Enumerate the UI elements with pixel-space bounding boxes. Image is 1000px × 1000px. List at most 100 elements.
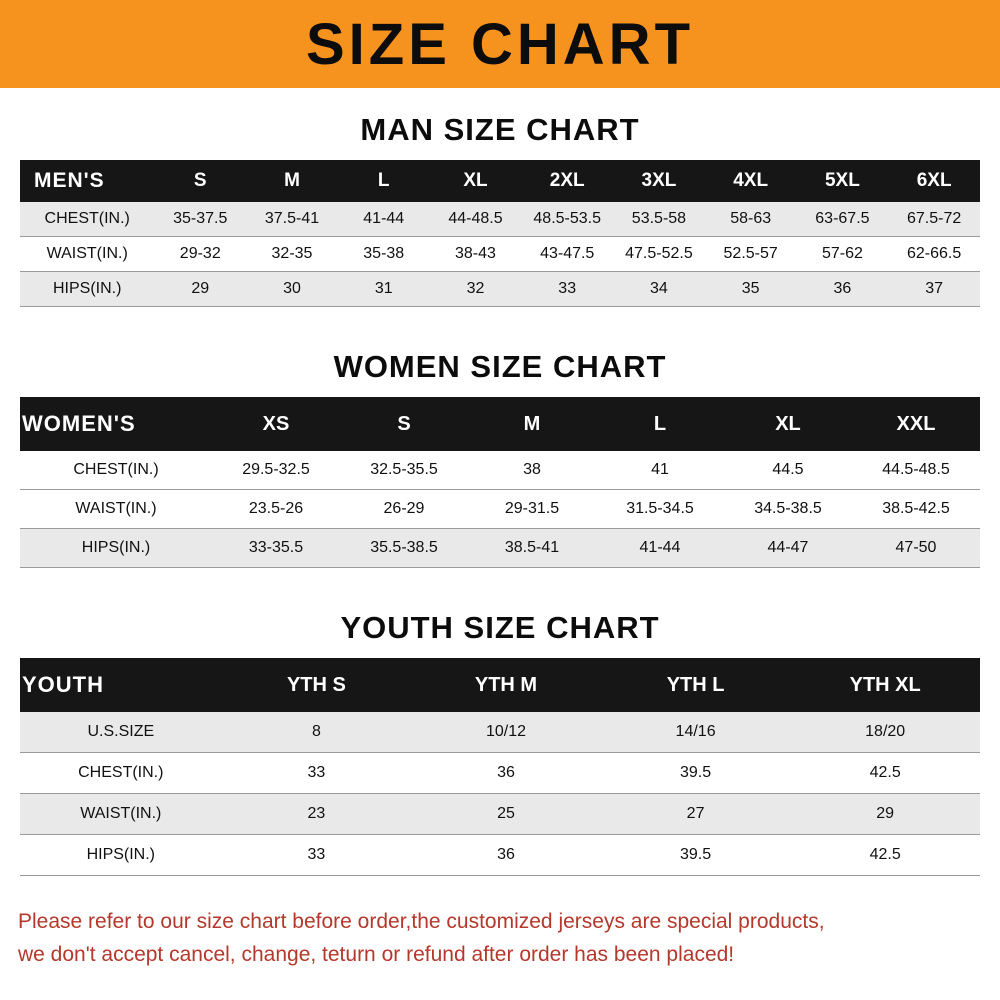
value-cell: 29.5-32.5 (212, 451, 340, 490)
value-cell: 47.5-52.5 (613, 236, 705, 272)
row-label-cell: CHEST(IN.) (20, 202, 155, 237)
size-label-cell: M (468, 397, 596, 451)
table-row: HIPS(IN.) 33 36 39.5 42.5 (20, 834, 980, 876)
size-chart-banner: SIZE CHART (0, 0, 1000, 88)
row-label-cell: U.S.SIZE (20, 712, 222, 753)
value-cell: 23 (221, 793, 412, 835)
size-label-cell: YTH M (411, 658, 601, 712)
value-cell: 44-47 (724, 528, 852, 568)
men-size-chart-heading: MAN SIZE CHART (360, 112, 640, 147)
value-cell: 44.5-48.5 (852, 451, 980, 490)
table-row: WAIST(IN.) 23 25 27 29 (20, 793, 980, 835)
value-cell: 48.5-53.5 (521, 202, 614, 237)
size-label-cell: XXL (852, 397, 980, 451)
value-cell: 38.5-41 (468, 528, 596, 568)
footer-note-line-1: Please refer to our size chart before or… (18, 910, 825, 933)
value-cell: 31 (337, 271, 430, 307)
value-cell: 29-31.5 (468, 489, 596, 529)
value-cell: 36 (411, 834, 601, 876)
size-label-cell: YTH XL (790, 658, 980, 712)
youth-size-chart-heading: YOUTH SIZE CHART (340, 610, 660, 645)
row-label-cell: WAIST(IN.) (20, 236, 155, 272)
value-cell: 44-48.5 (429, 202, 522, 237)
value-cell: 35-37.5 (154, 202, 247, 237)
value-cell: 37 (888, 271, 980, 307)
size-label-cell: XL (429, 160, 522, 202)
header-row: MEN'S S M L XL 2XL 3XL 4XL 5XL 6XL (20, 160, 980, 202)
value-cell: 32-35 (246, 236, 338, 272)
value-cell: 38 (468, 451, 596, 490)
youth-size-table: YOUTH YTH S YTH M YTH L YTH XL U.S.SIZE 8 10/12… (20, 658, 980, 876)
value-cell: 41-44 (337, 202, 430, 237)
value-cell: 32.5-35.5 (340, 451, 468, 490)
row-label-cell: HIPS(IN.) (20, 528, 212, 568)
value-cell: 47-50 (852, 528, 980, 568)
value-cell: 43-47.5 (521, 236, 614, 272)
row-label-cell: CHEST(IN.) (20, 451, 212, 490)
value-cell: 33 (221, 834, 412, 876)
size-label-cell: M (246, 160, 338, 202)
value-cell: 57-62 (796, 236, 889, 272)
value-cell: 18/20 (790, 712, 980, 753)
value-cell: 14/16 (600, 712, 791, 753)
value-cell: 41 (596, 451, 724, 490)
value-cell: 29 (154, 271, 247, 307)
table-title-cell: YOUTH (20, 658, 222, 712)
table-title-cell: WOMEN'S (20, 397, 212, 451)
value-cell: 52.5-57 (704, 236, 797, 272)
value-cell: 34 (613, 271, 705, 307)
table-row: U.S.SIZE 8 10/12 14/16 18/20 (20, 712, 980, 753)
value-cell: 8 (221, 712, 412, 753)
value-cell: 35-38 (337, 236, 430, 272)
table-row: CHEST(IN.) 29.5-32.5 32.5-35.5 38 41 44.5 44.5… (20, 451, 980, 490)
value-cell: 44.5 (724, 451, 852, 490)
table-row: CHEST(IN.) 35-37.5 37.5-41 41-44 44-48.5 48.5… (20, 202, 980, 237)
value-cell: 42.5 (790, 834, 980, 876)
value-cell: 27 (600, 793, 791, 835)
size-label-cell: YTH L (600, 658, 791, 712)
value-cell: 36 (796, 271, 889, 307)
value-cell: 39.5 (600, 834, 791, 876)
value-cell: 25 (411, 793, 601, 835)
size-label-cell: 5XL (796, 160, 889, 202)
section-men: MAN SIZE CHART MEN'S S M L XL 2XL 3XL 4XL 5XL 6XL C… (0, 112, 1000, 307)
row-label-cell: HIPS(IN.) (20, 271, 155, 307)
value-cell: 35.5-38.5 (340, 528, 468, 568)
value-cell: 38.5-42.5 (852, 489, 980, 529)
size-label-cell: 3XL (613, 160, 705, 202)
value-cell: 33 (521, 271, 614, 307)
size-label-cell: XS (212, 397, 340, 451)
banner-title: SIZE CHART (306, 11, 694, 77)
value-cell: 26-29 (340, 489, 468, 529)
value-cell: 33-35.5 (212, 528, 340, 568)
row-label-cell: WAIST(IN.) (20, 793, 222, 835)
men-size-table: MEN'S S M L XL 2XL 3XL 4XL 5XL 6XL CHEST(IN.) 35-37… (20, 160, 980, 307)
value-cell: 42.5 (790, 752, 980, 794)
size-label-cell: S (154, 160, 247, 202)
women-size-table: WOMEN'S XS S M L XL XXL CHEST(IN.) 29.5-32.5 32.5… (20, 397, 980, 568)
table-title-cell: MEN'S (20, 160, 155, 202)
women-size-chart-heading: WOMEN SIZE CHART (333, 349, 667, 384)
value-cell: 39.5 (600, 752, 791, 794)
size-label-cell: L (596, 397, 724, 451)
value-cell: 36 (411, 752, 601, 794)
value-cell: 34.5-38.5 (724, 489, 852, 529)
value-cell: 38-43 (429, 236, 522, 272)
value-cell: 29-32 (154, 236, 247, 272)
value-cell: 58-63 (704, 202, 797, 237)
table-row: CHEST(IN.) 33 36 39.5 42.5 (20, 752, 980, 794)
size-label-cell: 2XL (521, 160, 614, 202)
row-label-cell: WAIST(IN.) (20, 489, 212, 529)
section-women: WOMEN SIZE CHART WOMEN'S XS S M L XL XXL CHEST(I… (0, 349, 1000, 568)
value-cell: 53.5-58 (613, 202, 705, 237)
value-cell: 29 (790, 793, 980, 835)
row-label-cell: HIPS(IN.) (20, 834, 222, 876)
footer-note: Please refer to our size chart before or… (18, 906, 982, 971)
value-cell: 37.5-41 (246, 202, 338, 237)
size-label-cell: XL (724, 397, 852, 451)
value-cell: 35 (704, 271, 797, 307)
value-cell: 33 (221, 752, 412, 794)
value-cell: 41-44 (596, 528, 724, 568)
table-row: HIPS(IN.) 33-35.5 35.5-38.5 38.5-41 41-44 44-… (20, 528, 980, 568)
footer-note-line-2: we don't accept cancel, change, teturn o… (18, 942, 735, 966)
